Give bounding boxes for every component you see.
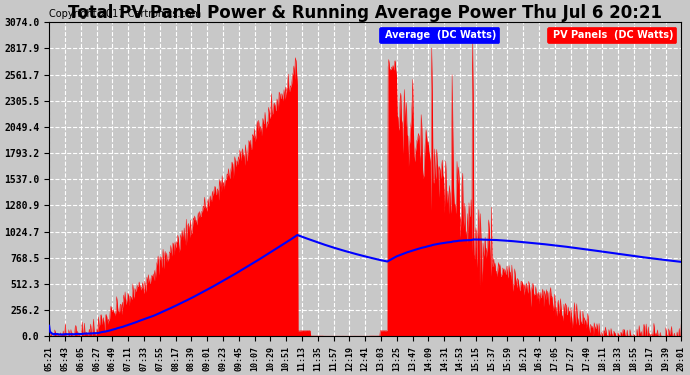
- Text: Copyright 2017 Cartronics.com: Copyright 2017 Cartronics.com: [49, 9, 201, 19]
- Title: Total PV Panel Power & Running Average Power Thu Jul 6 20:21: Total PV Panel Power & Running Average P…: [68, 4, 662, 22]
- Legend: PV Panels  (DC Watts): PV Panels (DC Watts): [547, 27, 676, 43]
